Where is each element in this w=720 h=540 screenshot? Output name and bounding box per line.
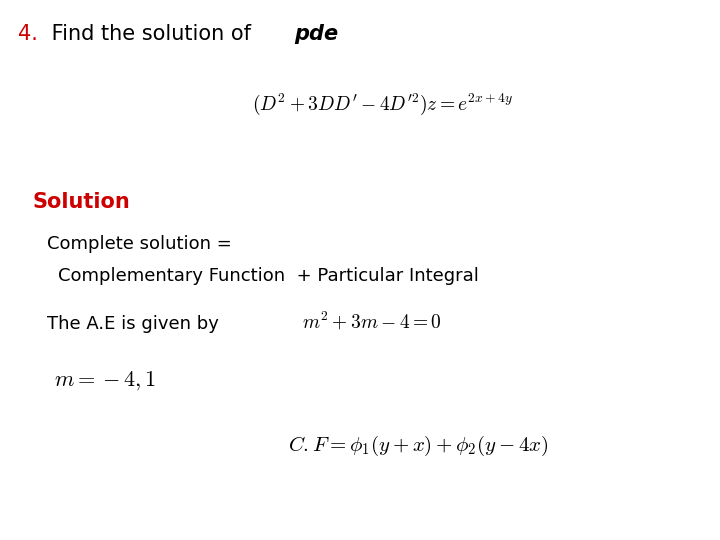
- Text: $m=-4,1$: $m=-4,1$: [54, 369, 156, 392]
- Text: The A.E is given by: The A.E is given by: [47, 315, 219, 333]
- Text: $(D^2+3DD^{\prime}-4D^{\prime2})z=e^{2x+4y}$: $(D^2+3DD^{\prime}-4D^{\prime2})z=e^{2x+…: [252, 92, 513, 117]
- Text: Solution: Solution: [32, 192, 130, 212]
- Text: pde: pde: [294, 24, 338, 44]
- Text: Complementary Function  + Particular Integral: Complementary Function + Particular Inte…: [58, 267, 479, 285]
- Text: Find the solution of: Find the solution of: [45, 24, 265, 44]
- Text: Complete solution =: Complete solution =: [47, 235, 232, 253]
- Text: $C.F=\phi_1(y+x)+\phi_2(y-4x)$: $C.F=\phi_1(y+x)+\phi_2(y-4x)$: [288, 434, 549, 457]
- Text: 4.: 4.: [18, 24, 38, 44]
- Text: $m^2+3m-4=0$: $m^2+3m-4=0$: [302, 310, 442, 332]
